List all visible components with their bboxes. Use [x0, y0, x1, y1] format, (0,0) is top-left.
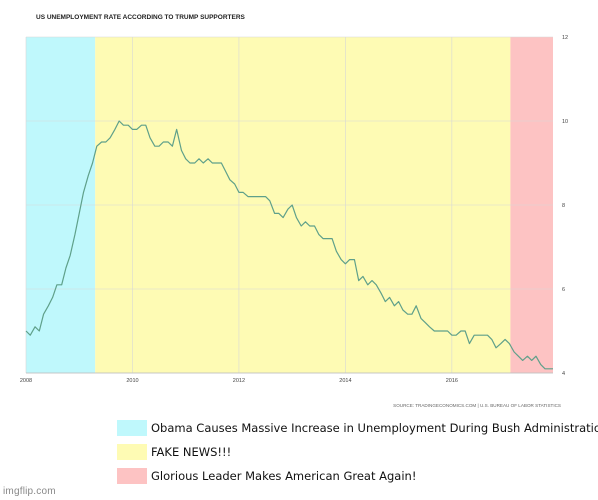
legend-item-2: FAKE NEWS!!!: [117, 443, 231, 460]
legend-item-3: Glorious Leader Makes American Great Aga…: [117, 467, 416, 484]
grid-lines: [25, 36, 553, 374]
chart-title: US UNEMPLOYMENT RATE ACCORDING TO TRUMP …: [36, 14, 246, 21]
x-tick-label-4: 2016: [446, 378, 458, 384]
legend-item-1: Obama Causes Massive Increase in Unemplo…: [117, 419, 598, 436]
x-tick-label-0: 2008: [20, 378, 32, 384]
y-tick-label-0: 12: [562, 35, 568, 41]
y-tick-label-1: 10: [562, 119, 568, 125]
legend-label-2: FAKE NEWS!!!: [151, 444, 232, 459]
x-tick-label-1: 2010: [126, 378, 138, 384]
legend-swatch-3: [117, 467, 147, 484]
x-tick-label-2: 2012: [233, 378, 245, 384]
tick-labels: 2008 2010 2012 2014 2016 12 10 8 6 4: [20, 35, 568, 384]
legend-swatch-1: [117, 419, 147, 436]
y-tick-label-2: 8: [562, 203, 565, 209]
x-tick-label-3: 2014: [339, 378, 351, 384]
y-tick-label-3: 6: [562, 287, 565, 293]
series-line-1: [25, 120, 553, 370]
legend-label-1: Obama Causes Massive Increase in Unemplo…: [151, 420, 598, 435]
y-tick-label-4: 4: [562, 371, 565, 377]
legend-label-3: Glorious Leader Makes American Great Aga…: [151, 468, 417, 483]
chart-source: SOURCE: TRADINGECONOMICS.COM | U.S. BURE…: [393, 403, 561, 408]
imgflip-watermark: imgflip.com: [3, 486, 56, 497]
legend-swatch-2: [117, 443, 147, 460]
series-lines: [25, 120, 553, 370]
